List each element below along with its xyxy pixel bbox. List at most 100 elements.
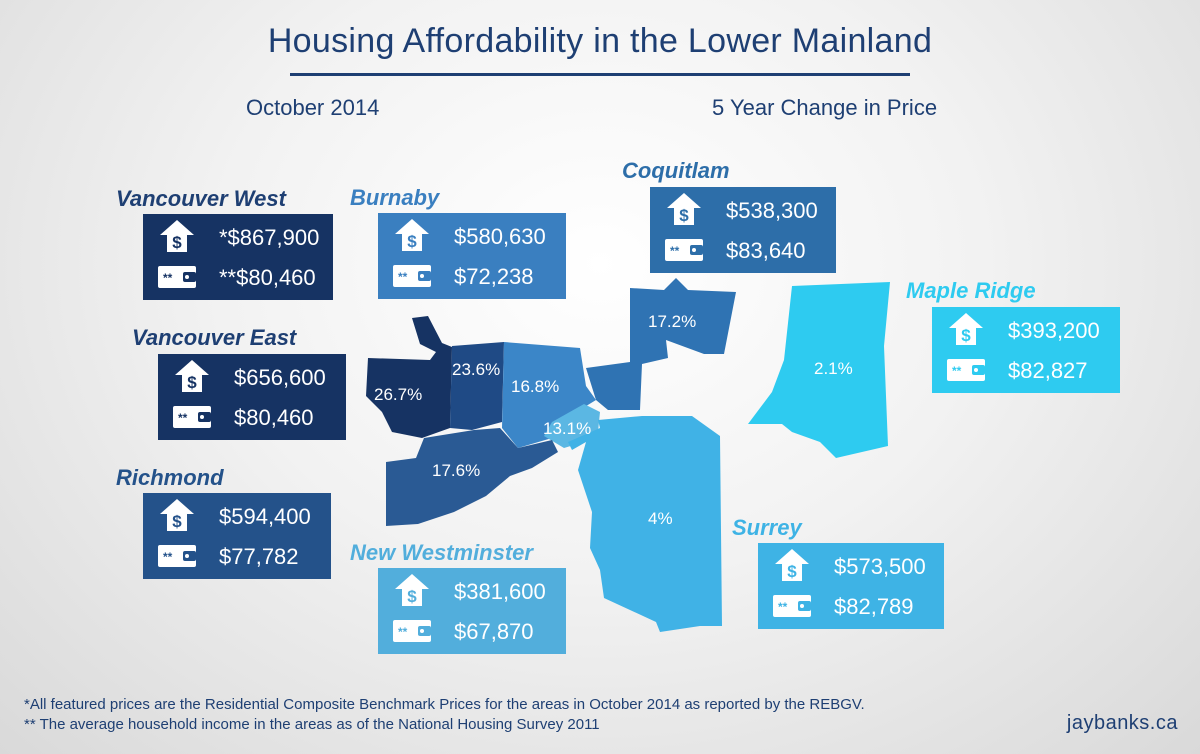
income-value: $82,827 (1008, 358, 1088, 383)
svg-text:**: ** (670, 244, 680, 258)
house-dollar-icon: $ (172, 358, 212, 399)
change-label-new-westminster: 13.1% (543, 419, 591, 438)
wallet-icon: ** (392, 261, 432, 294)
region-name-surrey: Surrey (732, 515, 802, 540)
map-region-richmond (386, 428, 558, 526)
income-row: ** $82,827 (946, 353, 1088, 389)
house-dollar-icon: $ (157, 497, 197, 538)
income-row: ** $83,640 (664, 233, 806, 269)
svg-text:$: $ (172, 233, 182, 252)
region-name-maple-ridge: Maple Ridge (906, 278, 1036, 303)
income-value: $82,789 (834, 594, 914, 619)
footnote-prices: *All featured prices are the Residential… (24, 696, 865, 713)
income-row: ** **$80,460 (157, 260, 316, 296)
price-value: $538,300 (726, 198, 818, 223)
price-value: $573,500 (834, 554, 926, 579)
house-dollar-icon: $ (392, 572, 432, 613)
change-label-coquitlam: 17.2% (648, 312, 696, 331)
price-row: $ $580,630 (392, 217, 546, 258)
svg-text:$: $ (787, 562, 797, 581)
price-row: $ $538,300 (664, 191, 818, 232)
income-row: ** $72,238 (392, 259, 534, 295)
price-row: $ $573,500 (772, 547, 926, 588)
svg-text:**: ** (163, 550, 173, 564)
map-region-vancouver-west (366, 316, 452, 438)
house-dollar-icon: $ (772, 547, 812, 588)
price-value: $656,600 (234, 365, 326, 390)
income-value: $83,640 (726, 238, 806, 263)
card-new-westminster: $ $381,600 ** $67,870 (378, 568, 566, 654)
svg-text:**: ** (163, 271, 173, 285)
change-label-vancouver-east: 23.6% (452, 360, 500, 379)
income-value: $72,238 (454, 264, 534, 289)
svg-text:**: ** (398, 270, 408, 284)
svg-text:$: $ (187, 373, 197, 392)
region-name-coquitlam: Coquitlam (622, 158, 730, 183)
card-vancouver-west: $ *$867,900 ** **$80,460 (143, 214, 333, 300)
income-row: ** $82,789 (772, 589, 914, 625)
income-row: ** $80,460 (172, 400, 314, 436)
svg-text:$: $ (961, 326, 971, 345)
wallet-icon: ** (946, 355, 986, 388)
change-label-burnaby: 16.8% (511, 377, 559, 396)
income-row: ** $67,870 (392, 614, 534, 650)
card-maple-ridge: $ $393,200 ** $82,827 (932, 307, 1120, 393)
price-value: $580,630 (454, 224, 546, 249)
region-name-vancouver-west: Vancouver West (116, 186, 286, 211)
svg-text:$: $ (172, 512, 182, 531)
svg-text:**: ** (952, 364, 962, 378)
card-surrey: $ $573,500 ** $82,789 (758, 543, 944, 629)
svg-text:$: $ (679, 206, 689, 225)
income-value: $67,870 (454, 619, 534, 644)
map-region-surrey (568, 416, 722, 632)
wallet-icon: ** (157, 541, 197, 574)
change-label-surrey: 4% (648, 509, 673, 528)
card-vancouver-east: $ $656,600 ** $80,460 (158, 354, 346, 440)
site-credit: jaybanks.ca (1066, 712, 1178, 734)
price-value: $381,600 (454, 579, 546, 604)
card-burnaby: $ $580,630 ** $72,238 (378, 213, 566, 299)
price-row: $ $393,200 (946, 311, 1100, 352)
price-row: $ *$867,900 (157, 218, 319, 259)
income-value: **$80,460 (219, 265, 316, 290)
income-row: ** $77,782 (157, 539, 299, 575)
region-name-richmond: Richmond (116, 465, 224, 490)
card-coquitlam: $ $538,300 ** $83,640 (650, 187, 836, 273)
map-region-vancouver-east (450, 342, 504, 430)
income-value: $77,782 (219, 544, 299, 569)
price-row: $ $656,600 (172, 358, 326, 399)
footnote-income: ** The average household income in the a… (24, 716, 600, 733)
price-row: $ $381,600 (392, 572, 546, 613)
map-region-maple-ridge (748, 282, 890, 458)
region-name-new-westminster: New Westminster (350, 540, 533, 565)
wallet-icon: ** (157, 262, 197, 295)
svg-text:**: ** (778, 600, 788, 614)
map-region-coquitlam (586, 278, 736, 410)
house-dollar-icon: $ (157, 218, 197, 259)
house-dollar-icon: $ (392, 217, 432, 258)
change-label-richmond: 17.6% (432, 461, 480, 480)
change-label: 5 Year Change in Price (712, 95, 938, 120)
map-region-burnaby (502, 342, 596, 448)
wallet-icon: ** (172, 402, 212, 435)
price-row: $ $594,400 (157, 497, 311, 538)
house-dollar-icon: $ (664, 191, 704, 232)
svg-text:**: ** (398, 625, 408, 639)
price-value: $393,200 (1008, 318, 1100, 343)
title-divider (290, 73, 910, 76)
date-label: October 2014 (246, 95, 380, 120)
region-name-vancouver-east: Vancouver East (132, 325, 297, 350)
wallet-icon: ** (772, 591, 812, 624)
wallet-icon: ** (392, 616, 432, 649)
svg-text:$: $ (407, 587, 417, 606)
svg-text:**: ** (178, 411, 188, 425)
house-dollar-icon: $ (946, 311, 986, 352)
region-name-burnaby: Burnaby (350, 185, 440, 210)
price-value: *$867,900 (219, 225, 320, 250)
price-value: $594,400 (219, 504, 311, 529)
income-value: $80,460 (234, 405, 314, 430)
page-title: Housing Affordability in the Lower Mainl… (267, 22, 933, 60)
change-label-maple-ridge: 2.1% (814, 359, 853, 378)
card-richmond: $ $594,400 ** $77,782 (143, 493, 331, 579)
